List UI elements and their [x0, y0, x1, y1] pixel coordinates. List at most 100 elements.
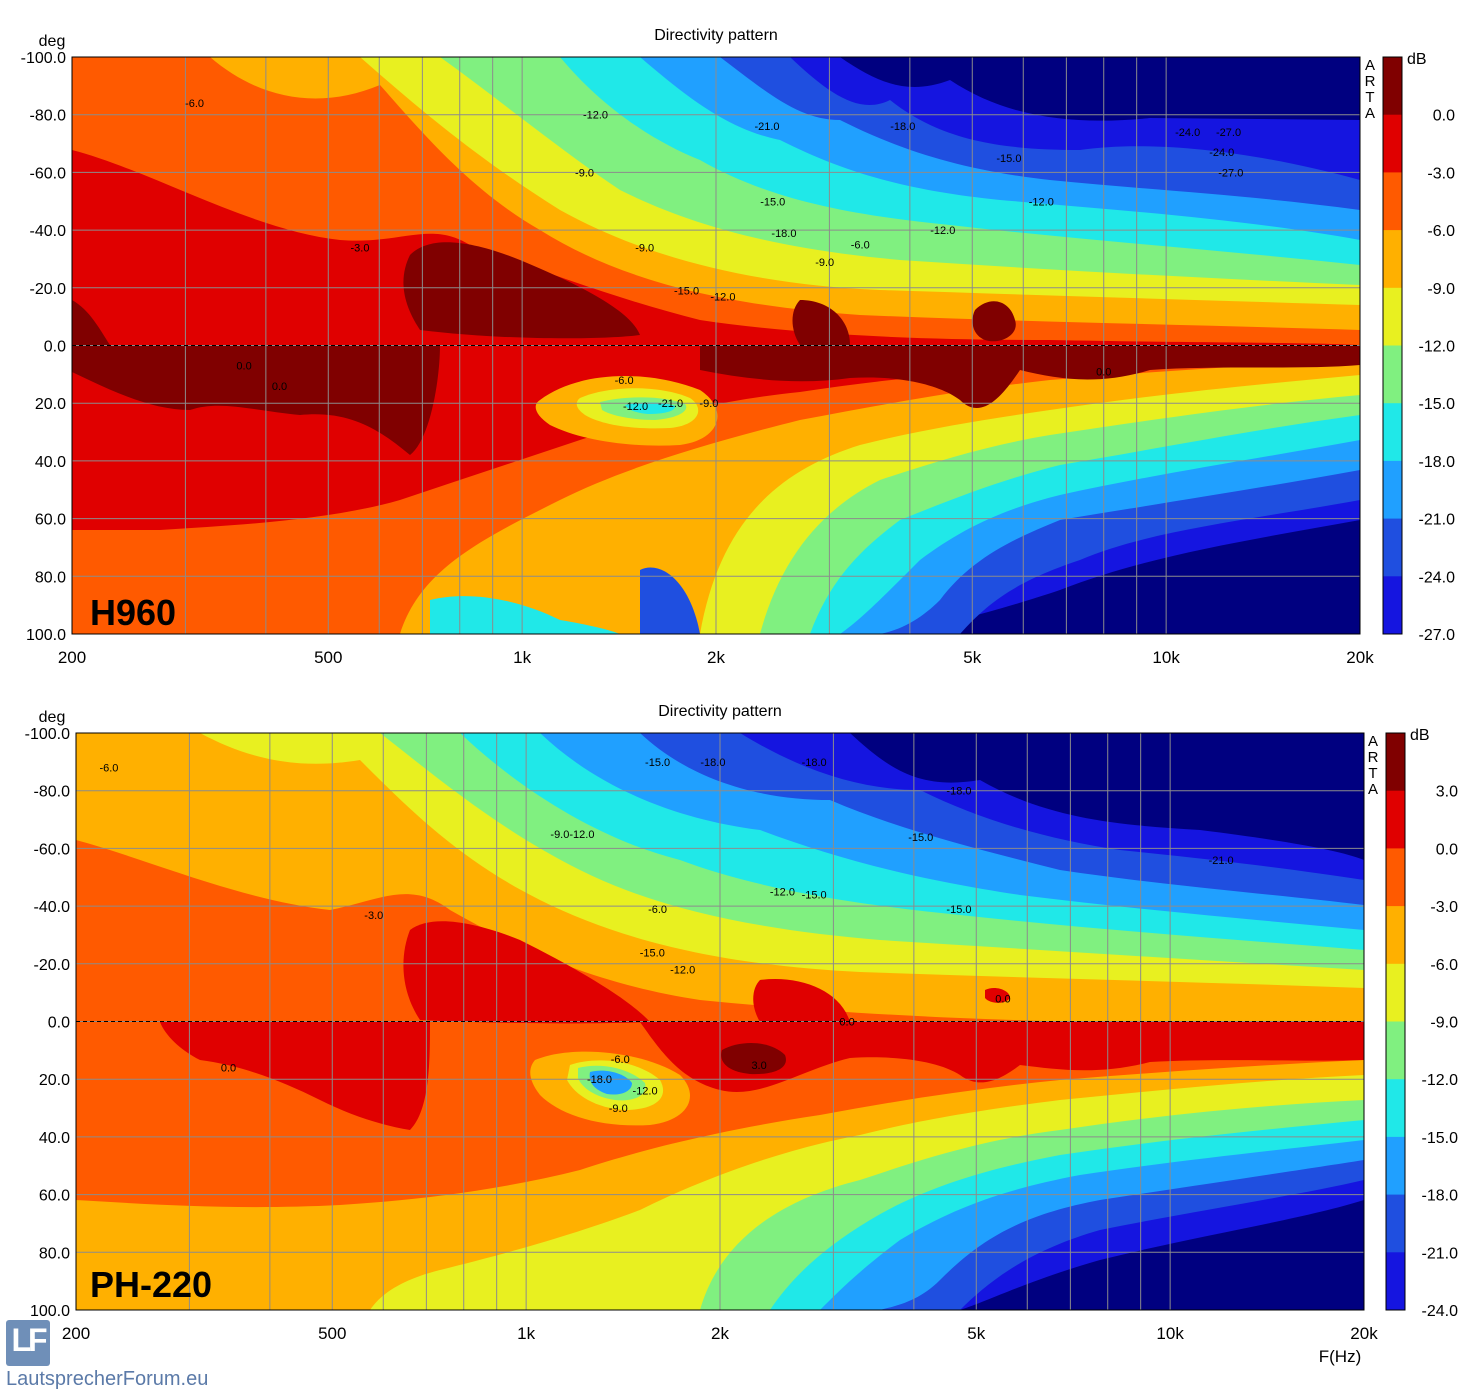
contour-label: -21.0: [658, 398, 683, 410]
y-tick-label: -80.0: [30, 108, 67, 125]
y-tick-label: 0.0: [44, 339, 66, 356]
y-tick-label: 80.0: [39, 1245, 70, 1262]
colorbar-swatch: [1386, 963, 1405, 1022]
contour-label: -27.0: [1216, 127, 1241, 139]
colorbar-swatch: [1383, 230, 1402, 289]
colorbar-swatch: [1386, 906, 1405, 965]
chart-panel-h960: Directivity pattern deg: [21, 27, 1455, 667]
contour-label: -18.0: [946, 786, 971, 798]
contour-band-red-2: [160, 1022, 430, 1130]
y-tick-label: 60.0: [39, 1188, 70, 1205]
y-axis-label: deg: [39, 709, 66, 726]
contour-label: -12.0: [623, 401, 648, 413]
y-tick-label: 0.0: [48, 1015, 70, 1032]
x-tick-label: 2k: [707, 648, 725, 667]
arta-letter: A: [1368, 733, 1378, 750]
x-tick-label: 200: [62, 1324, 90, 1343]
contour-band-red-4: [753, 979, 850, 1022]
contour-label: -9.0: [635, 242, 654, 254]
x-tick-label: 20k: [1350, 1324, 1378, 1343]
contour-label: -9.0: [609, 1103, 628, 1115]
colorbar-swatch: [1383, 345, 1402, 404]
contour-band-darkred-6: [72, 300, 110, 345]
colorbar-tick-label: -21.0: [1419, 512, 1456, 529]
y-tick-label: 100.0: [26, 627, 66, 644]
contour-label: -15.0: [760, 196, 785, 208]
contour-label: 0.0: [995, 993, 1010, 1005]
contour-label: 0.0: [221, 1063, 236, 1075]
colorbar-tick-label: -3.0: [1427, 165, 1455, 182]
colorbar-tick-label: -15.0: [1422, 1130, 1459, 1147]
colorbar: 0.0 -3.0 -6.0 -9.0 -12.0 -15.0 -18.0 -21.0 -24.0…: [1365, 51, 1456, 644]
contour-band-darkred-4: [972, 301, 1016, 342]
x-tick-label: 10k: [1152, 648, 1180, 667]
contour-label: -15.0: [645, 757, 670, 769]
contour-label: -12.0: [770, 887, 795, 899]
contour-band-sky-offaxis: [589, 1070, 632, 1095]
colorbar-label: dB: [1407, 51, 1427, 68]
y-tick-label: 80.0: [35, 569, 66, 586]
y-tick-label: -40.0: [30, 223, 67, 240]
y-tick-label: -60.0: [30, 165, 67, 182]
contour-band-cyan-lowlobe: [430, 596, 620, 634]
contour-label: -9.0: [575, 167, 594, 179]
x-tick-label: 2k: [711, 1324, 729, 1343]
contour-label: 0.0: [236, 361, 251, 373]
contour-band-cyan-offaxis: [625, 402, 676, 414]
axis-ticks: -100.0 -80.0 -60.0 -40.0 -20.0 0.0 20.0 40.0 60.…: [21, 50, 1375, 667]
contour-label: -12.0: [1029, 196, 1054, 208]
contour-label: -15.0: [802, 890, 827, 902]
contour-label: -6.0: [648, 904, 667, 916]
y-tick-label: 100.0: [30, 1303, 70, 1320]
contour-label: -15.0: [640, 947, 665, 959]
x-tick-label: 500: [318, 1324, 346, 1343]
colorbar-tick-label: -27.0: [1419, 627, 1456, 644]
colorbar-tick-label: -21.0: [1422, 1245, 1459, 1262]
colorbar-tick-label: -24.0: [1422, 1303, 1459, 1320]
colorbar-swatch: [1386, 848, 1405, 907]
y-axis-label: deg: [39, 33, 66, 50]
y-tick-label: -40.0: [34, 899, 71, 916]
panel-label: PH-220: [90, 1264, 212, 1305]
colorbar-tick-label: -6.0: [1427, 223, 1455, 240]
contour-band-red-5: [985, 987, 1010, 1003]
arta-letter: T: [1368, 765, 1377, 782]
contour-label: -24.0: [1175, 127, 1200, 139]
colorbar-tick-label: -3.0: [1430, 899, 1458, 916]
colorbar-swatch: [1383, 172, 1402, 231]
colorbar-swatch: [1383, 57, 1402, 116]
colorbar-swatch: [1383, 518, 1402, 577]
contour-label: 0.0: [272, 381, 287, 393]
x-tick-label: 20k: [1346, 648, 1374, 667]
contour-label: -3.0: [364, 910, 383, 922]
colorbar-tick-label: -6.0: [1430, 957, 1458, 974]
contour-band-blue-lowlobe: [640, 567, 700, 634]
colorbar-swatch: [1386, 733, 1405, 792]
contour-label: -21.0: [754, 121, 779, 133]
logo-letters: LF: [11, 1322, 47, 1358]
arta-letter: A: [1368, 781, 1378, 798]
contour-label: -12.0: [930, 225, 955, 237]
colorbar-frame: [1382, 56, 1403, 635]
colorbar-swatch: [1383, 114, 1402, 173]
contour-label: -6.0: [99, 763, 118, 775]
arta-letter: R: [1368, 749, 1379, 766]
contour-label: -27.0: [1218, 167, 1243, 179]
colorbar-tick-label: 0.0: [1433, 108, 1455, 125]
contour-label: -15.0: [946, 904, 971, 916]
contour-band-darkred-2: [72, 345, 440, 455]
y-tick-label: -100.0: [21, 50, 66, 67]
contour-band-red-3: [640, 1022, 1364, 1093]
colorbar-tick-label: 3.0: [1436, 784, 1458, 801]
axis-ticks: -100.0 -80.0 -60.0 -40.0 -20.0 0.0 20.0 40.0 60.…: [25, 726, 1379, 1343]
colorbar-swatch: [1383, 460, 1402, 520]
colorbar-swatch: [1386, 1021, 1405, 1080]
y-tick-label: -100.0: [25, 726, 70, 743]
chart-panel-ph220: Directivity pattern deg: [25, 703, 1458, 1366]
contour-label: -6.0: [611, 1054, 630, 1066]
colorbar-tick-label: -15.0: [1419, 396, 1456, 413]
contour-label: -18.0: [890, 121, 915, 133]
arta-letter: R: [1365, 73, 1376, 90]
grid: [72, 57, 1360, 634]
